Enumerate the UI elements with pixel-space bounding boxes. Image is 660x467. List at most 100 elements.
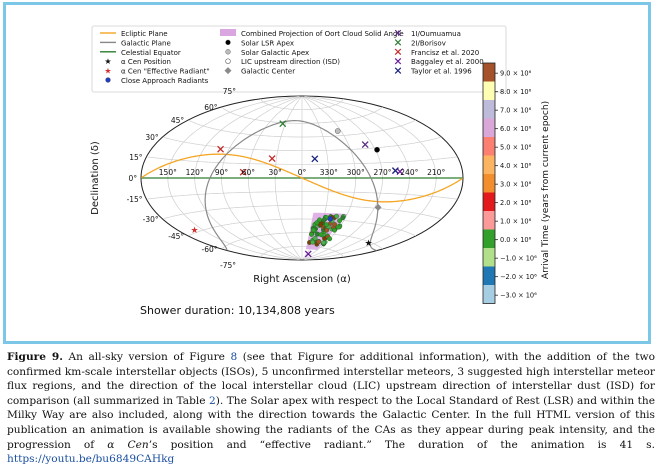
close-approach-radiant-point (324, 227, 330, 233)
caption-figure-link[interactable]: 8 (230, 351, 238, 363)
colorbar-tick-label: 7.0 × 10⁶ (500, 107, 532, 115)
legend-item: Baggaley et al. 2000 (394, 57, 484, 66)
svg-text:Taylor et al. 1996: Taylor et al. 1996 (410, 68, 472, 76)
caption-seg4: ’s position and “effective radiant.” The… (148, 438, 655, 451)
svg-text:★: ★ (104, 67, 111, 76)
legend-item: Galactic Center (224, 67, 295, 76)
dec-tick-label: 30° (145, 133, 159, 142)
colorbar-tick-label: 5.0 × 10⁶ (500, 144, 532, 152)
dec-tick-label: 75° (223, 87, 237, 96)
marker--cen-effective-radiant-: ★ (191, 226, 199, 236)
colorbar-tick-label: 0.0 × 10⁶ (500, 236, 532, 244)
marker-taylor-et-al-1996 (391, 167, 399, 175)
marker-2i-borisov (279, 120, 287, 128)
svg-text:2I/Borisov: 2I/Borisov (411, 39, 446, 47)
colorbar-swatch (483, 100, 495, 119)
marker-solar-galactic-apex (334, 128, 341, 134)
svg-text:Ecliptic Plane: Ecliptic Plane (121, 30, 168, 38)
caption-url-link[interactable]: https://youtu.be/bu6849CAHkg (7, 453, 175, 466)
ra-tick-label: 150° (159, 168, 177, 177)
close-approach-radiant-point (327, 236, 333, 242)
marker--cen-position: ★ (364, 239, 372, 249)
dec-tick-label: 60° (204, 103, 218, 112)
legend-item: Combined Projection of Oort Cloud Solid … (220, 29, 404, 38)
x-axis-label: Right Ascension (α) (253, 274, 351, 285)
close-approach-radiant-point (310, 227, 316, 233)
colorbar-swatch (483, 192, 495, 211)
ra-tick-label: 330° (320, 168, 338, 177)
marker-francisz-et-al-2020 (239, 168, 247, 176)
marker-francisz-et-al-2020 (217, 145, 225, 153)
caption-label: Figure 9. (7, 351, 63, 363)
ra-tick-label: 60° (242, 168, 256, 177)
colorbar-swatch (483, 248, 495, 267)
marker-galactic-center (374, 203, 382, 211)
legend-item: Close Approach Radiants (105, 77, 209, 85)
close-approach-radiant-point (318, 222, 323, 228)
legend-item: Solar LSR Apex (225, 39, 294, 47)
dec-tick-label: 15° (129, 153, 143, 162)
ecliptic-plane-line (141, 153, 463, 203)
close-approach-radiant-point (310, 239, 315, 245)
galactic-plane-line (204, 120, 379, 251)
caption-seg1: An all-sky version of Figure (62, 351, 231, 363)
legend-item: Celestial Equator (100, 49, 181, 57)
colorbar-tick-label: 2.0 × 10⁶ (500, 199, 532, 207)
svg-text:Galactic Plane: Galactic Plane (121, 39, 171, 47)
dec-tick-label: 45° (171, 116, 185, 125)
marker-francisz-et-al-2020 (268, 155, 276, 163)
dec-tick-label: 0° (129, 174, 138, 183)
legend-item: 2I/Borisov (394, 39, 446, 47)
colorbar-swatch (483, 285, 495, 304)
colorbar-swatch (483, 63, 495, 82)
colorbar-swatch (483, 211, 495, 230)
svg-text:Galactic Center: Galactic Center (241, 68, 295, 76)
ra-tick-label: 120° (186, 168, 204, 177)
svg-text:Solar Galactic Apex: Solar Galactic Apex (241, 49, 309, 57)
marker-1i-oumuamua (361, 141, 369, 149)
svg-text:1I/Oumuamua: 1I/Oumuamua (411, 30, 461, 38)
colorbar-swatch (483, 155, 495, 174)
shower-duration: Shower duration: 10,134,808 years (140, 304, 335, 317)
close-approach-radiant-point (312, 235, 318, 241)
svg-text:★: ★ (104, 57, 111, 66)
caption-table-link[interactable]: 2 (209, 394, 216, 407)
colorbar-tick-label: 4.0 × 10⁶ (500, 162, 532, 170)
dec-tick-label: -75° (220, 261, 236, 270)
colorbar-tick-label: 1.0 × 10⁶ (500, 218, 532, 226)
colorbar-tick-label: −1.0 × 10⁶ (500, 255, 537, 263)
close-approach-radiant-point (334, 213, 339, 219)
svg-text:Francisz et al. 2020: Francisz et al. 2020 (411, 49, 479, 57)
colorbar-tick-label: 6.0 × 10⁶ (500, 125, 532, 133)
colorbar-tick-label: −2.0 × 10⁶ (500, 273, 537, 281)
marker-close-approach-radiant (327, 215, 334, 222)
ra-tick-label: 270° (373, 168, 391, 177)
close-approach-radiant-point (317, 217, 322, 223)
svg-text:★: ★ (364, 239, 372, 249)
close-approach-radiant-point (332, 222, 338, 227)
svg-text:Baggaley et al. 2000: Baggaley et al. 2000 (411, 58, 484, 66)
dec-tick-label: -45° (168, 232, 184, 241)
svg-text:★: ★ (191, 226, 199, 236)
dec-tick-label: -15° (127, 195, 143, 204)
dec-tick-label: -60° (202, 245, 218, 254)
legend-item: Ecliptic Plane (100, 30, 168, 38)
svg-text:Celestial Equator: Celestial Equator (121, 49, 181, 57)
dec-tick-label: -30° (143, 215, 159, 224)
svg-text:Solar LSR Apex: Solar LSR Apex (241, 39, 294, 47)
legend-box (91, 25, 507, 93)
colorbar-swatch (483, 137, 495, 156)
legend-item: Francisz et al. 2020 (394, 48, 479, 57)
legend-item: Solar Galactic Apex (225, 49, 309, 57)
svg-text:α Cen Position: α Cen Position (121, 58, 171, 66)
caption-acen: α Cen (107, 438, 149, 451)
galactic-plane-line (369, 207, 379, 252)
marker-baggaley-et-al-2000 (304, 250, 312, 258)
close-approach-radiant-point (321, 217, 327, 223)
marker-solar-lsr-apex (374, 146, 380, 153)
caption-seg3: ). The Solar apex with respect to the Lo… (7, 394, 655, 451)
close-approach-radiant-point (324, 222, 329, 228)
legend-item: Taylor et al. 1996 (394, 67, 472, 76)
y-axis-label: Declination (δ) (90, 141, 101, 215)
